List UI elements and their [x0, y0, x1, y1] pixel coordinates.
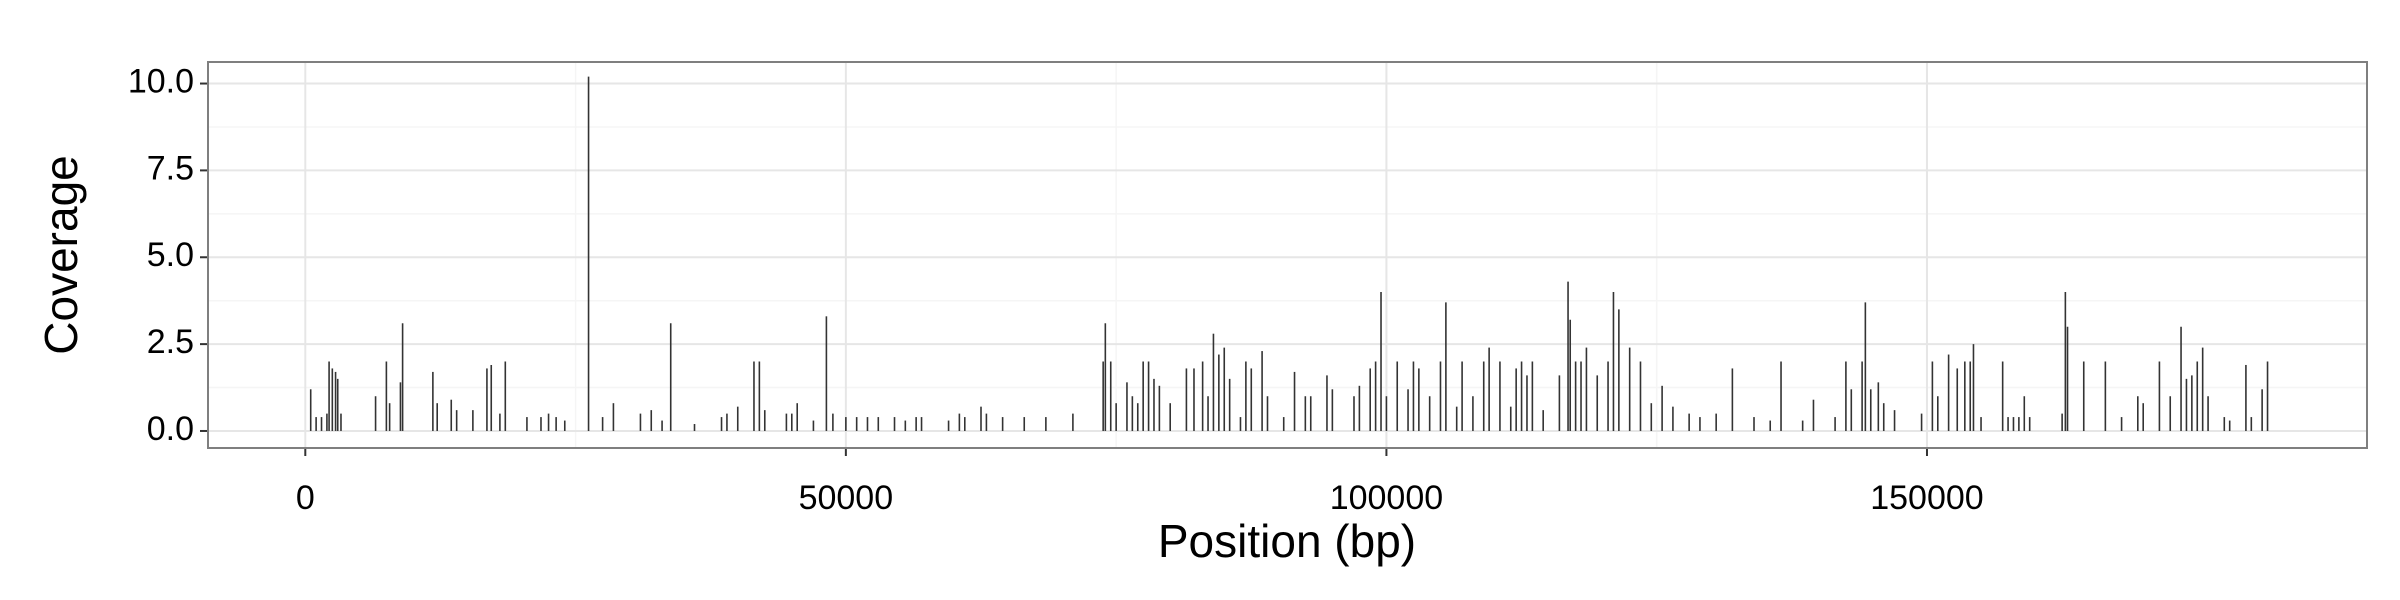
- y-tick-label: 10.0: [128, 63, 194, 101]
- y-tick-label: 0.0: [147, 410, 194, 448]
- x-tick-label: 100000: [1330, 479, 1443, 517]
- x-axis-title: Position (bp): [1158, 515, 1416, 567]
- plot-panel: [208, 62, 2367, 448]
- y-tick-label: 2.5: [147, 323, 194, 361]
- y-tick-label: 7.5: [147, 149, 194, 187]
- x-tick-label: 50000: [799, 479, 894, 517]
- x-tick-label: 0: [296, 479, 315, 517]
- plot-border: [207, 61, 2368, 449]
- x-tick-label: 150000: [1870, 479, 1983, 517]
- y-tick-label: 5.0: [147, 236, 194, 274]
- y-axis-title: Coverage: [35, 155, 87, 354]
